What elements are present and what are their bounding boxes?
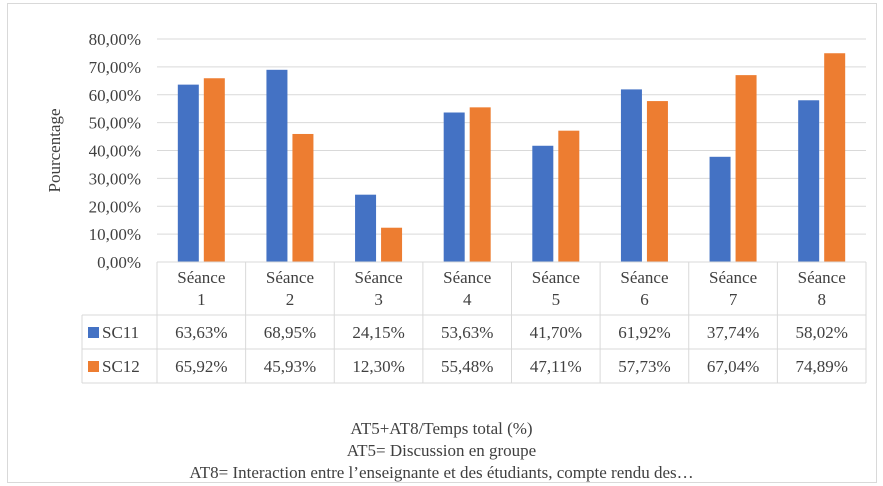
x-tick-label: Séance [266, 268, 314, 287]
y-tick-label: 0,00% [97, 253, 141, 272]
x-tick-label: 2 [286, 290, 295, 309]
data-label-sc11: 68,95% [264, 323, 316, 342]
bar-sc12-5 [558, 130, 580, 262]
y-tick-label: 30,00% [89, 169, 141, 188]
bar-sc11-4 [443, 112, 465, 262]
bar-sc11-8 [798, 100, 820, 262]
data-label-sc11: 53,63% [441, 323, 493, 342]
x-tick-label: Séance [177, 268, 225, 287]
data-label-sc11: 61,92% [618, 323, 670, 342]
bar-sc12-6 [646, 101, 668, 262]
y-tick-label: 40,00% [89, 142, 141, 161]
data-label-sc11: 37,74% [707, 323, 759, 342]
x-tick-label: 8 [817, 290, 826, 309]
x-tick-label: 6 [640, 290, 649, 309]
x-tick-label: 5 [552, 290, 561, 309]
bar-sc12-8 [824, 53, 846, 262]
chart-frame [7, 3, 877, 483]
bar-sc11-5 [532, 145, 554, 262]
y-tick-label: 80,00% [89, 30, 141, 49]
y-tick-label: 70,00% [89, 58, 141, 77]
caption-line-3: AT8= Interaction entre l’enseignante et … [189, 463, 694, 482]
legend-label-sc12: SC12 [102, 357, 140, 376]
data-label-sc12: 12,30% [352, 357, 404, 376]
bar-sc11-7 [709, 156, 731, 262]
data-label-sc12: 57,73% [618, 357, 670, 376]
data-label-sc12: 67,04% [707, 357, 759, 376]
x-tick-label: Séance [709, 268, 757, 287]
x-tick-label: Séance [354, 268, 402, 287]
bar-sc11-6 [620, 89, 642, 262]
caption-line-2: AT5= Discussion en groupe [346, 441, 537, 460]
x-tick-label: Séance [620, 268, 668, 287]
y-tick-label: 60,00% [89, 86, 141, 105]
bar-sc12-3 [381, 227, 403, 262]
bar-chart: 0,00% 10,00% 20,00% 30,00% 40,00% 50,00% 60,00… [45, 30, 867, 384]
bar-sc12-7 [735, 75, 757, 262]
bar-sc11-1 [177, 84, 199, 262]
y-tick-label: 10,00% [89, 225, 141, 244]
x-tick-label: Séance [532, 268, 580, 287]
data-label-sc12: 65,92% [175, 357, 227, 376]
legend-key-sc11 [88, 327, 99, 338]
bar-sc12-2 [292, 133, 314, 262]
bar-sc11-3 [355, 194, 377, 262]
data-label-sc12: 55,48% [441, 357, 493, 376]
y-tick-label: 50,00% [89, 114, 141, 133]
legend-label-sc11: SC11 [102, 323, 139, 342]
x-tick-label: 1 [197, 290, 206, 309]
bar-sc12-1 [203, 78, 225, 262]
data-label-sc12: 74,89% [795, 357, 847, 376]
data-label-sc11: 63,63% [175, 323, 227, 342]
data-label-sc11: 41,70% [530, 323, 582, 342]
data-label-sc11: 58,02% [795, 323, 847, 342]
caption-line-1: AT5+AT8/Temps total (%) [350, 419, 533, 438]
bar-sc12-4 [469, 107, 491, 262]
x-tick-label: 3 [374, 290, 383, 309]
x-tick-label: Séance [443, 268, 491, 287]
x-tick-label: 7 [729, 290, 738, 309]
legend-key-sc12 [88, 361, 99, 372]
data-label-sc12: 47,11% [530, 357, 582, 376]
data-label-sc11: 24,15% [352, 323, 404, 342]
data-label-sc12: 45,93% [264, 357, 316, 376]
x-tick-label: Séance [798, 268, 846, 287]
y-axis-title: Pourcentage [45, 108, 64, 192]
bar-sc11-2 [266, 69, 288, 262]
y-tick-label: 20,00% [89, 197, 141, 216]
x-tick-label: 4 [463, 290, 472, 309]
